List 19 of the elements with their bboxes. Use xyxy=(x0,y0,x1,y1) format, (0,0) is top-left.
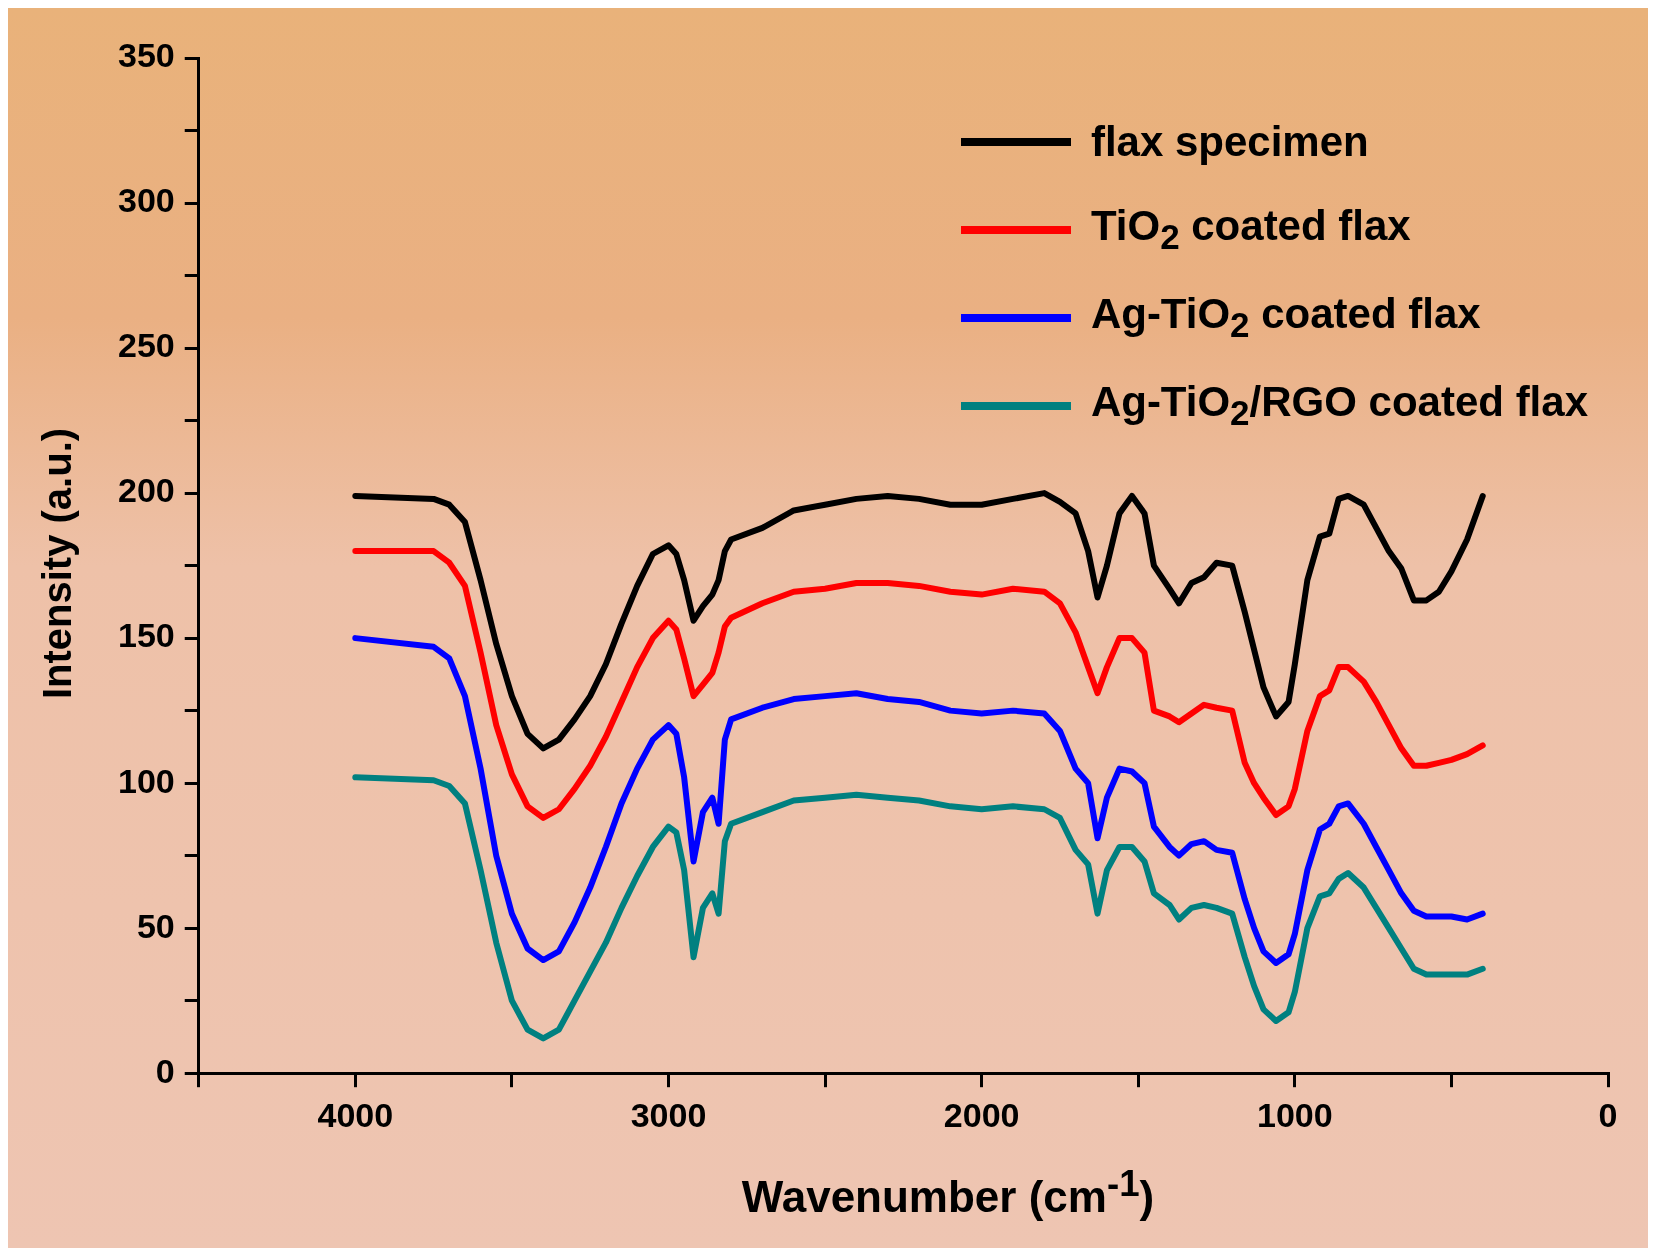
legend-label: Ag-TiO$_{2}$ coated flax xyxy=(1090,290,1481,346)
legend-label: flax specimen xyxy=(1090,118,1369,166)
y-tick-label: 100 xyxy=(117,761,175,800)
y-tick-label: 350 xyxy=(117,36,175,75)
y-axis-title: Intensity (a.u.) xyxy=(35,427,81,699)
y-tick-label: 250 xyxy=(117,326,175,365)
x-axis-title: Wavenumber (cm$^{-1}$) xyxy=(740,1163,1156,1222)
y-tick-label: 150 xyxy=(117,616,175,655)
y-tick-label: 200 xyxy=(117,471,175,510)
x-tick-label: 3000 xyxy=(630,1095,707,1134)
y-tick-label: 50 xyxy=(136,906,175,945)
x-tick-label: 2000 xyxy=(943,1095,1020,1134)
y-tick-label: 300 xyxy=(117,181,175,220)
legend-label: TiO$_{2}$ coated flax xyxy=(1090,202,1411,258)
y-tick-label: 0 xyxy=(155,1051,175,1090)
legend-label: Ag-TiO$_{2}$/RGO coated flax xyxy=(1090,378,1588,434)
x-tick-label: 4000 xyxy=(317,1095,394,1134)
x-tick-label: 0 xyxy=(1598,1095,1618,1134)
x-tick-label: 1000 xyxy=(1257,1095,1333,1134)
